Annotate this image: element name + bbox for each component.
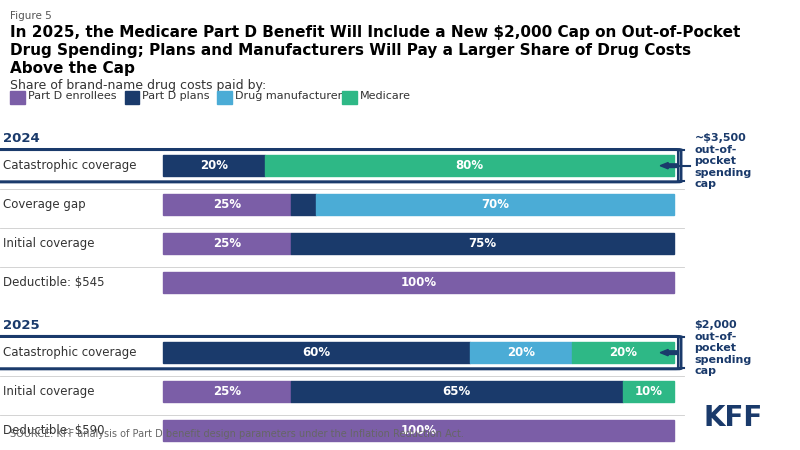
Bar <box>163 272 674 293</box>
Text: 2024: 2024 <box>2 132 39 145</box>
Bar <box>266 155 674 176</box>
Text: Part D enrollees: Part D enrollees <box>28 91 117 101</box>
Text: 100%: 100% <box>401 276 437 289</box>
Text: Initial coverage: Initial coverage <box>2 385 94 398</box>
Text: 25%: 25% <box>213 198 242 211</box>
Text: $2,000
out-of-
pocket
spending
cap: $2,000 out-of- pocket spending cap <box>694 320 752 376</box>
Text: Medicare: Medicare <box>360 91 411 101</box>
Bar <box>291 381 622 402</box>
Text: Drug Spending; Plans and Manufacturers Will Pay a Larger Share of Drug Costs: Drug Spending; Plans and Manufacturers W… <box>10 43 691 58</box>
Text: 2025: 2025 <box>2 319 39 332</box>
Bar <box>163 381 291 402</box>
Bar <box>317 194 674 216</box>
Text: 60%: 60% <box>302 346 330 359</box>
Text: Deductible: $545: Deductible: $545 <box>2 276 104 289</box>
Bar <box>291 194 317 216</box>
Bar <box>572 342 674 363</box>
Text: 25%: 25% <box>213 385 242 398</box>
Text: 20%: 20% <box>200 159 228 172</box>
Text: 70%: 70% <box>481 198 509 211</box>
Bar <box>163 342 470 363</box>
Text: Drug manufacturers: Drug manufacturers <box>234 91 348 101</box>
Text: 20%: 20% <box>609 346 637 359</box>
Text: ~$3,500
out-of-
pocket
spending
cap: ~$3,500 out-of- pocket spending cap <box>694 133 752 189</box>
Text: In 2025, the Medicare Part D Benefit Will Include a New $2,000 Cap on Out-of-Poc: In 2025, the Medicare Part D Benefit Wil… <box>10 25 741 40</box>
Text: Share of brand-name drug costs paid by:: Share of brand-name drug costs paid by: <box>10 79 266 92</box>
Text: Above the Cap: Above the Cap <box>10 61 135 76</box>
Text: KFF: KFF <box>704 404 763 432</box>
Text: 20%: 20% <box>506 346 534 359</box>
Bar <box>291 233 674 254</box>
Text: Initial coverage: Initial coverage <box>2 237 94 250</box>
Text: 75%: 75% <box>468 237 497 250</box>
Text: 80%: 80% <box>455 159 484 172</box>
Text: 10%: 10% <box>634 385 662 398</box>
Bar <box>163 420 674 441</box>
Bar <box>163 155 266 176</box>
Text: Catastrophic coverage: Catastrophic coverage <box>2 159 136 172</box>
Bar <box>163 233 291 254</box>
Bar <box>622 381 674 402</box>
Text: 100%: 100% <box>401 424 437 437</box>
Text: Figure 5: Figure 5 <box>10 11 52 21</box>
Text: Deductible: $590: Deductible: $590 <box>2 424 104 437</box>
Bar <box>470 342 572 363</box>
Text: 65%: 65% <box>442 385 471 398</box>
Bar <box>163 194 291 216</box>
Text: SOURCE: KFF analysis of Part D benefit design parameters under the Inflation Red: SOURCE: KFF analysis of Part D benefit d… <box>10 429 464 439</box>
Text: 25%: 25% <box>213 237 242 250</box>
Text: Catastrophic coverage: Catastrophic coverage <box>2 346 136 359</box>
Text: Coverage gap: Coverage gap <box>2 198 85 211</box>
Text: Part D plans: Part D plans <box>142 91 210 101</box>
